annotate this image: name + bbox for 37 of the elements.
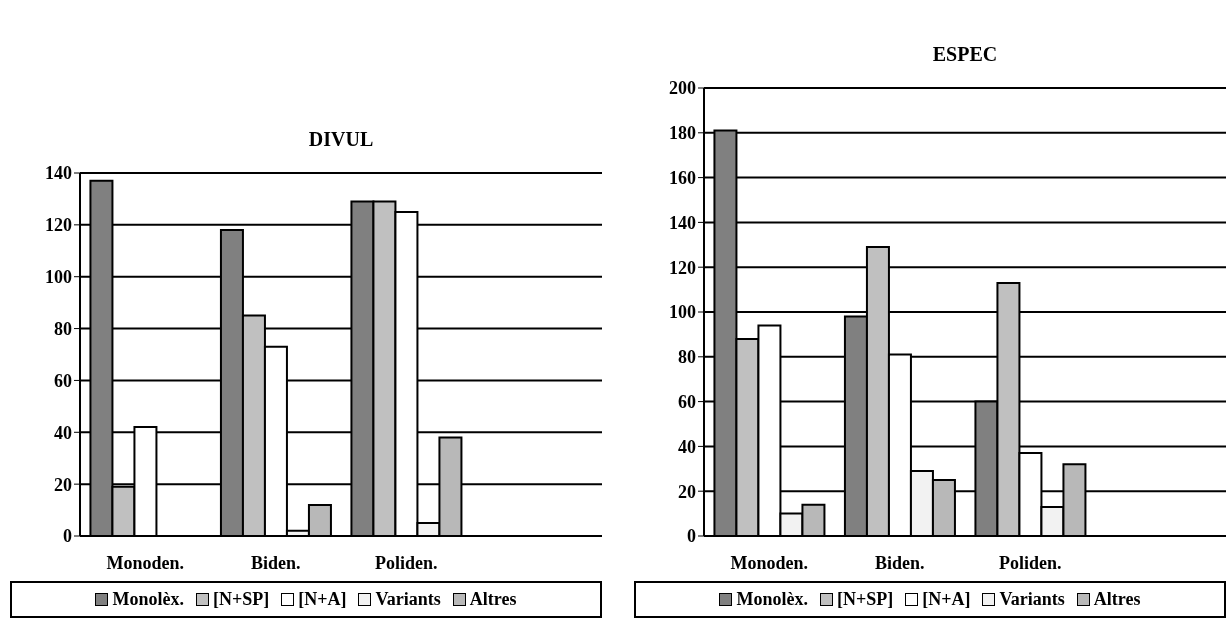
y-tick-label: 120: [669, 257, 696, 278]
x-tick-label: Monoden.: [106, 552, 185, 573]
y-tick-label: 80: [54, 318, 72, 339]
chart-title: DIVUL: [307, 128, 375, 152]
chart-title: ESPEC: [931, 43, 999, 67]
y-tick-label: 80: [678, 347, 696, 368]
y-tick-label: 40: [678, 436, 696, 457]
legend-label: Monolèx.: [112, 589, 184, 610]
legend-label: Monolèx.: [736, 589, 808, 610]
y-tick-label: 100: [669, 302, 696, 323]
legend-label: [N+A]: [922, 589, 971, 610]
y-tick-label: 60: [678, 391, 696, 412]
y-tick-label: 60: [54, 370, 72, 391]
x-tick-label: Biden.: [874, 552, 925, 573]
y-tick-label: 20: [54, 474, 72, 495]
y-tick-label: 0: [687, 526, 696, 547]
legend-label: [N+SP]: [212, 589, 270, 610]
legend-label: Altres: [469, 589, 517, 610]
legend-label: Variants: [375, 589, 441, 610]
legend-label: [N+SP]: [836, 589, 894, 610]
y-tick-label: 140: [45, 163, 72, 184]
y-tick-label: 120: [45, 215, 72, 236]
y-tick-label: 200: [669, 78, 696, 99]
legend-label: Variants: [999, 589, 1065, 610]
y-tick-label: 160: [669, 167, 696, 188]
y-tick-label: 0: [63, 526, 72, 547]
x-tick-label: Biden.: [250, 552, 301, 573]
x-tick-label: Poliden.: [374, 552, 438, 573]
x-tick-label: Monoden.: [730, 552, 809, 573]
legend-label: [N+A]: [298, 589, 347, 610]
y-tick-label: 40: [54, 422, 72, 443]
y-tick-label: 140: [669, 212, 696, 233]
y-tick-label: 180: [669, 123, 696, 144]
y-tick-label: 100: [45, 267, 72, 288]
legend-label: Altres: [1093, 589, 1141, 610]
x-tick-label: Poliden.: [998, 552, 1062, 573]
y-tick-label: 20: [678, 481, 696, 502]
